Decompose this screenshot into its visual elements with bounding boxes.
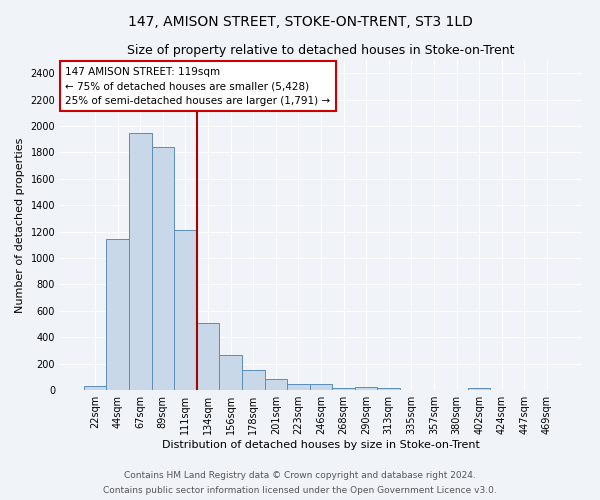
Bar <box>84 386 106 390</box>
Bar <box>355 387 377 390</box>
Bar <box>242 370 265 390</box>
Bar <box>152 147 174 390</box>
Bar <box>287 384 310 390</box>
Bar <box>310 384 332 390</box>
Bar <box>129 132 152 390</box>
Text: Contains public sector information licensed under the Open Government Licence v3: Contains public sector information licen… <box>103 486 497 495</box>
Bar <box>106 239 129 390</box>
Bar <box>265 380 287 390</box>
Bar <box>197 322 220 390</box>
Title: Size of property relative to detached houses in Stoke-on-Trent: Size of property relative to detached ho… <box>127 44 515 58</box>
Bar <box>174 230 197 390</box>
Y-axis label: Number of detached properties: Number of detached properties <box>15 138 25 312</box>
Bar <box>332 388 355 390</box>
Text: 147 AMISON STREET: 119sqm
← 75% of detached houses are smaller (5,428)
25% of se: 147 AMISON STREET: 119sqm ← 75% of detac… <box>65 66 331 106</box>
Text: Contains HM Land Registry data © Crown copyright and database right 2024.: Contains HM Land Registry data © Crown c… <box>124 471 476 480</box>
Bar <box>220 355 242 390</box>
Bar <box>377 388 400 390</box>
Text: 147, AMISON STREET, STOKE-ON-TRENT, ST3 1LD: 147, AMISON STREET, STOKE-ON-TRENT, ST3 … <box>128 15 472 29</box>
Bar <box>468 388 490 390</box>
X-axis label: Distribution of detached houses by size in Stoke-on-Trent: Distribution of detached houses by size … <box>162 440 480 450</box>
